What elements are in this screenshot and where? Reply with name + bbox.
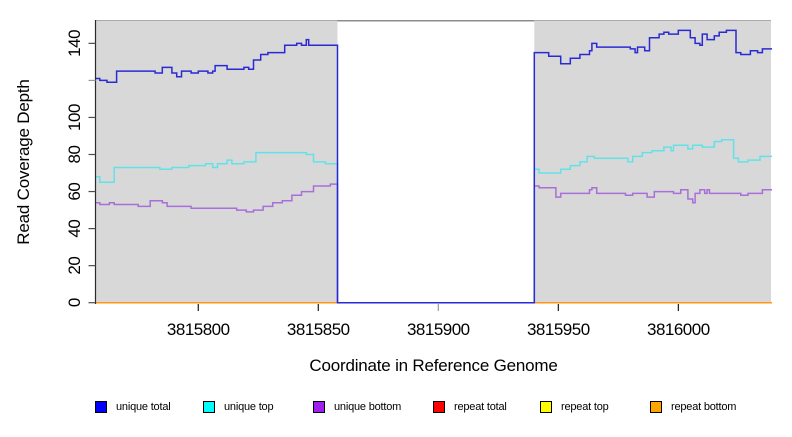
y-tick-label: 0 (65, 298, 84, 307)
series-unique-bottom (95, 183, 772, 304)
x-tick-label: 3816000 (647, 320, 710, 339)
y-tick-label: 60 (65, 183, 84, 201)
x-tick-label: 3815850 (287, 320, 350, 339)
y-tick-label: 40 (65, 220, 84, 238)
series-unique-top (95, 138, 772, 304)
series-unique-total (95, 29, 772, 304)
no-data-region (337, 20, 535, 304)
x-tick-label: 3815800 (167, 320, 230, 339)
y-tick-label: 100 (65, 104, 84, 131)
y-axis-title: Read Coverage Depth (14, 79, 33, 245)
x-tick-label: 3815950 (527, 320, 590, 339)
y-tick-label: 80 (65, 146, 84, 164)
x-tick-label: 3815900 (407, 320, 470, 339)
y-tick-label: 20 (65, 257, 84, 275)
x-axis-title: Coordinate in Reference Genome (309, 356, 558, 375)
y-tick-label: 140 (65, 30, 84, 57)
